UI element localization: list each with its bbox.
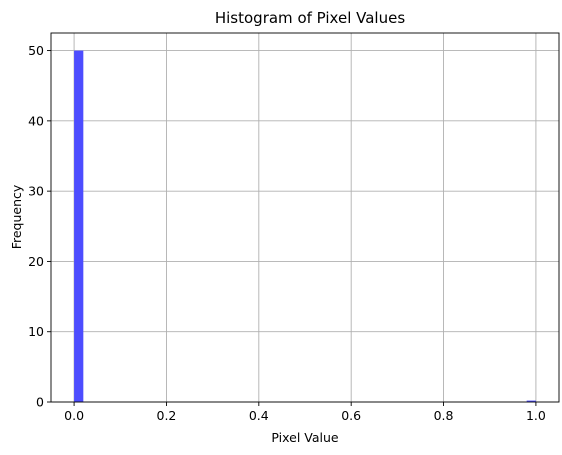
- y-tick-label: 30: [28, 184, 44, 199]
- x-tick-label: 0.4: [249, 408, 269, 423]
- x-tick-label: 1.0: [526, 408, 546, 423]
- y-tick-label: 50: [28, 43, 44, 58]
- y-axis-ticks: 0 10 20 30 40 50: [28, 43, 51, 410]
- y-tick-label: 0: [36, 395, 44, 410]
- plot-frame: [50, 32, 560, 403]
- y-tick-label: 40: [28, 113, 44, 128]
- grid-lines: [51, 33, 559, 403]
- x-tick-label: 0.2: [157, 408, 177, 423]
- x-tick-label: 0.6: [341, 408, 361, 423]
- histogram-bars: [74, 50, 536, 402]
- x-axis-ticks: 0.0 0.2 0.4 0.6 0.8 1.0: [64, 402, 546, 423]
- chart-title: Histogram of Pixel Values: [215, 9, 405, 27]
- histogram-bar: [526, 400, 536, 402]
- y-tick-label: 20: [28, 254, 44, 269]
- histogram-bar: [74, 50, 84, 402]
- x-axis-label: Pixel Value: [271, 430, 339, 445]
- y-axis-label: Frequency: [9, 184, 24, 249]
- x-tick-label: 0.8: [434, 408, 454, 423]
- x-tick-label: 0.0: [64, 408, 84, 423]
- y-tick-label: 10: [28, 324, 44, 339]
